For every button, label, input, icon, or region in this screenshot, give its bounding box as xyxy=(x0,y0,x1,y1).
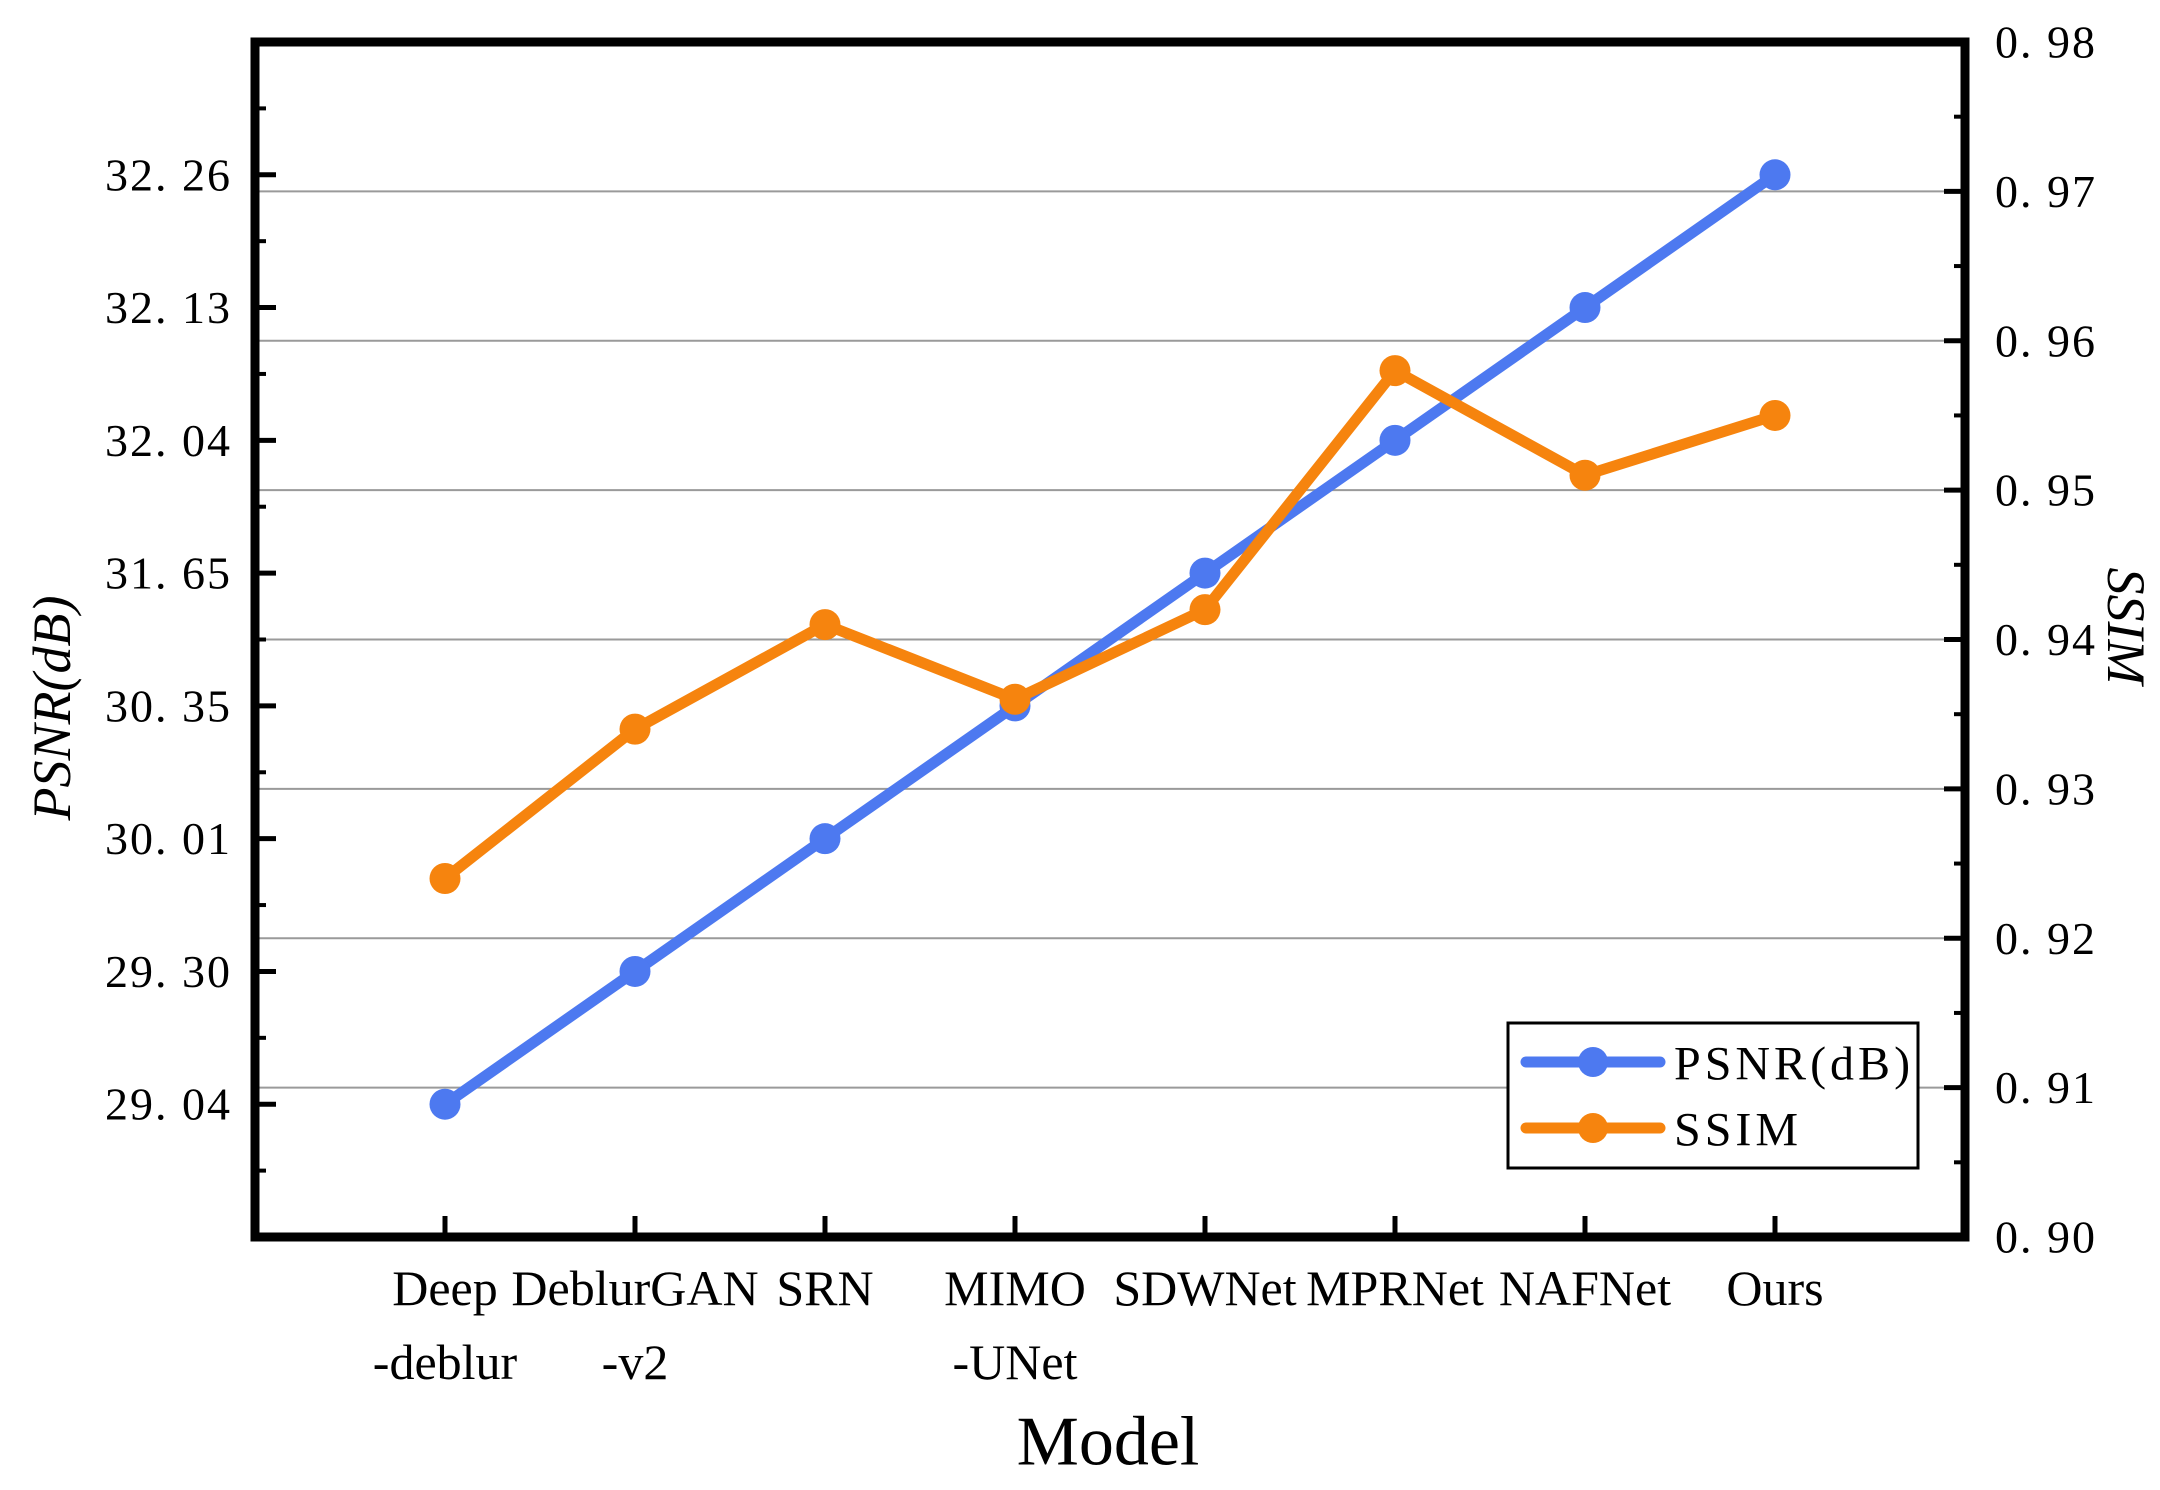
ssim-data-point xyxy=(999,683,1031,715)
right-axis-tick-label: 0. 92 xyxy=(1995,913,2097,964)
x-category-label: MPRNet xyxy=(1306,1260,1484,1316)
x-category-label: MIMO xyxy=(944,1260,1086,1316)
x-category-label: DeblurGAN xyxy=(511,1260,758,1316)
ssim-data-point xyxy=(1379,355,1411,387)
y-axis-title-psnr: PSNR(dB) xyxy=(22,596,82,822)
psnr-data-point xyxy=(1189,557,1221,589)
x-category-label-line2: -deblur xyxy=(373,1334,518,1390)
legend-entry-label: PSNR(dB) xyxy=(1674,1038,1914,1091)
legend-sample-marker xyxy=(1578,1047,1608,1077)
plot-border xyxy=(250,37,1970,1242)
legend-entry-label: SSIM xyxy=(1674,1104,1802,1157)
right-axis-tick-label: 0. 97 xyxy=(1995,166,2097,217)
left-axis-tick-label: 30. 01 xyxy=(105,813,232,864)
psnr-data-point xyxy=(619,955,651,987)
psnr-data-point xyxy=(1379,424,1411,456)
ssim-data-point xyxy=(429,863,461,894)
psnr-data-point xyxy=(429,1088,461,1120)
x-category-label: SDWNet xyxy=(1113,1260,1296,1316)
x-category-label: Deep xyxy=(392,1260,498,1316)
x-category-label: SRN xyxy=(776,1260,873,1316)
psnr-data-point xyxy=(1569,292,1601,324)
x-category-label: NAFNet xyxy=(1499,1260,1671,1316)
left-axis-tick-label: 29. 30 xyxy=(105,946,232,997)
x-category-label: Ours xyxy=(1726,1260,1823,1316)
left-axis-tick-label: 32. 04 xyxy=(105,415,232,466)
right-axis-tick-label: 0. 93 xyxy=(1995,763,2097,814)
x-axis-title: Model xyxy=(1017,1404,1200,1481)
left-axis-tick-label: 30. 35 xyxy=(105,680,232,731)
ssim-data-point xyxy=(809,609,841,641)
ssim-line xyxy=(441,365,1777,883)
left-axis-tick-label: 32. 13 xyxy=(105,282,232,333)
left-axis-tick-label: 29. 04 xyxy=(105,1079,232,1130)
psnr-data-point xyxy=(1759,159,1791,191)
ssim-data-point xyxy=(1759,399,1791,431)
x-category-label-line2: -UNet xyxy=(953,1334,1078,1390)
left-axis-tick-label: 31. 65 xyxy=(105,548,232,599)
ssim-data-point xyxy=(1569,459,1601,491)
right-axis-tick-label: 0. 96 xyxy=(1995,315,2097,366)
left-axis-tick-label: 32. 26 xyxy=(105,149,232,200)
legend-sample-marker xyxy=(1578,1113,1608,1143)
right-axis-tick-label: 0. 95 xyxy=(1995,465,2097,516)
right-axis-tick-label: 0. 94 xyxy=(1995,614,2097,665)
y-axis-title-ssim: SSIM xyxy=(2096,568,2156,688)
x-category-label-line2: -v2 xyxy=(602,1334,669,1390)
ssim-data-point xyxy=(1189,594,1221,626)
ssim-data-point xyxy=(619,713,651,745)
psnr-data-point xyxy=(809,823,841,855)
right-axis-tick-label: 0. 91 xyxy=(1995,1062,2097,1113)
legend-box xyxy=(1506,1021,1920,1170)
right-axis-tick-label: 0. 98 xyxy=(1995,17,2097,68)
right-axis-tick-label: 0. 90 xyxy=(1995,1212,2097,1263)
psnr-line xyxy=(441,170,1779,1109)
